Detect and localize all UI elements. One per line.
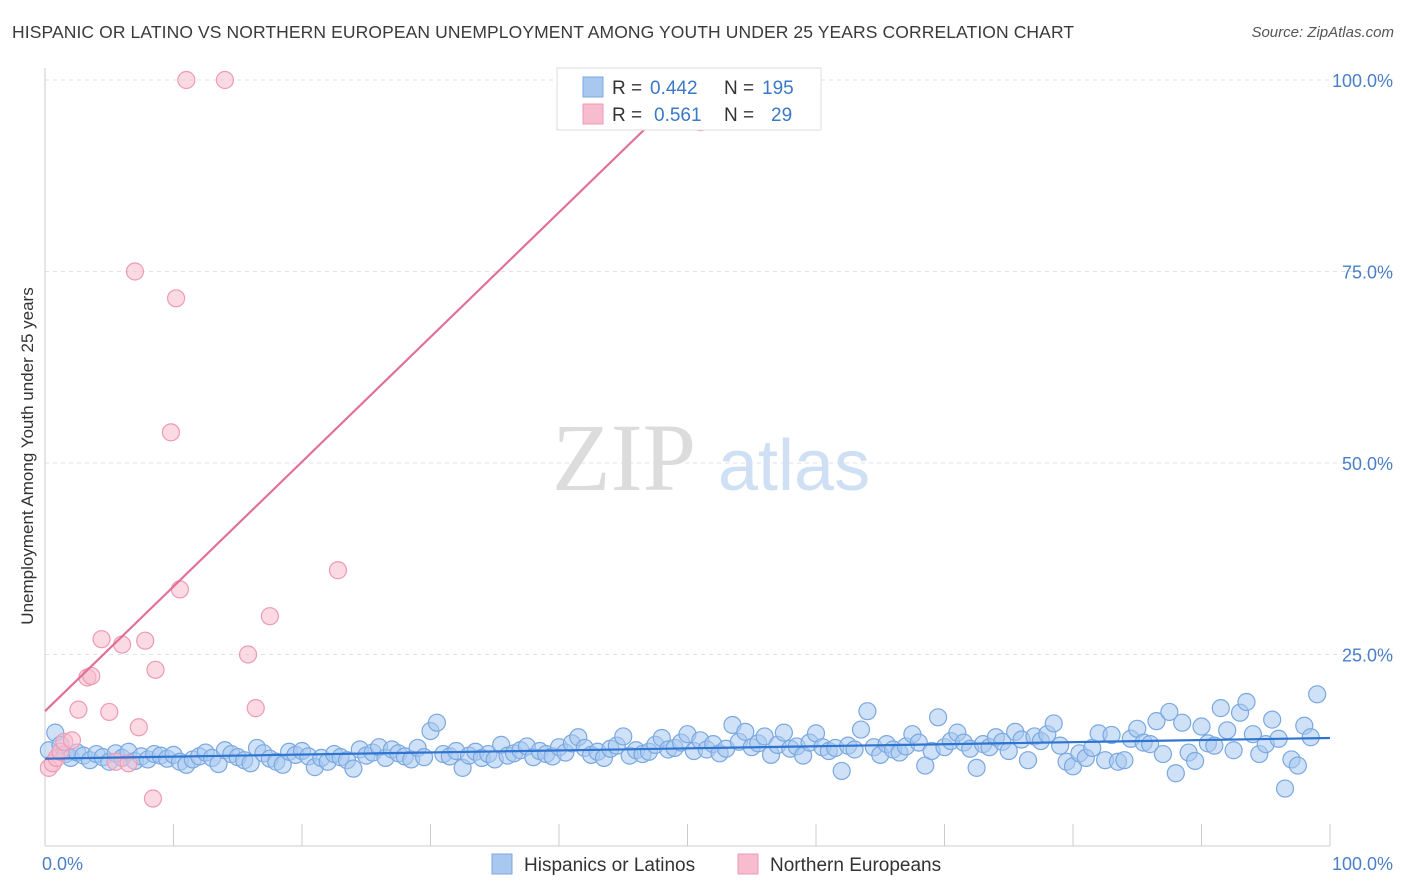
hispanics-point-173	[1147, 712, 1166, 731]
legend-swatch-blue	[582, 76, 604, 98]
hispanics-point-198	[1308, 685, 1327, 704]
northern-europeans-point-12	[112, 635, 132, 654]
legend-swatch-pink	[582, 103, 604, 125]
hispanics-point-139	[928, 708, 948, 727]
hispanics-point-128	[858, 702, 877, 721]
northern-europeans-point-13	[119, 754, 138, 773]
hispanics-point-61	[427, 713, 447, 732]
hispanics-point-175	[1160, 702, 1179, 722]
northern-europeans-point-16	[136, 631, 155, 650]
northern-europeans-point-21	[170, 580, 190, 599]
hispanics-point-136	[909, 733, 928, 752]
hispanics-point-183	[1211, 699, 1230, 718]
watermark: ZIP atlas	[552, 404, 870, 511]
bottom-legend-swatch-pink	[737, 853, 759, 875]
northern-europeans-point-26	[260, 607, 279, 626]
northern-europeans-point-5	[62, 731, 82, 750]
y-tick-label-3: 100.0%	[1332, 71, 1393, 91]
northern-europeans-point-25	[246, 699, 265, 718]
hispanics-point-182	[1205, 736, 1224, 755]
bottom-legend: Hispanics or Latinos Northern Europeans	[491, 853, 941, 876]
hispanics-point-59	[414, 748, 434, 767]
trend-lines	[44, 86, 1331, 760]
northern-europeans-point-27	[328, 561, 348, 580]
hispanics-trend-line	[44, 736, 1331, 760]
northern-europeans-point-23	[215, 70, 234, 90]
hispanics-point-153	[1018, 751, 1038, 770]
northern-europeans-point-22	[177, 70, 196, 90]
watermark-atlas: atlas	[718, 426, 870, 506]
y-tick-label-2: 75.0%	[1342, 263, 1393, 283]
y-tick-label-1: 50.0%	[1342, 454, 1393, 474]
northern-europeans-point-8	[82, 666, 101, 686]
legend-n-label-1: N =	[724, 105, 754, 126]
northern-europeans-point-20	[166, 289, 186, 308]
hispanics-point-193	[1275, 779, 1295, 798]
hispanics-point-90	[614, 727, 633, 746]
bottom-legend-hispanics: Hispanics or Latinos	[524, 855, 695, 876]
bottom-legend-swatch-blue	[491, 853, 513, 875]
source-label: Source: ZipAtlas.com	[1251, 24, 1394, 41]
northern-europeans-point-17	[143, 789, 163, 808]
hispanics-point-185	[1224, 741, 1243, 760]
hispanics-point-187	[1237, 692, 1256, 712]
axes	[44, 68, 1331, 847]
hispanics-point-48	[344, 759, 363, 778]
hispanics-point-157	[1044, 714, 1063, 733]
hispanics-point-174	[1153, 744, 1173, 764]
northern-europeans-point-10	[100, 702, 119, 722]
tick-labels: 25.0% 50.0% 75.0% 100.0% 0.0% 100.0%	[42, 71, 1393, 874]
legend-r-label-0: R =	[612, 78, 642, 99]
hispanics-point-195	[1288, 756, 1307, 775]
hispanics-point-126	[845, 740, 864, 759]
hispanics-point-177	[1173, 713, 1192, 732]
northern-europeans-point-18	[146, 660, 165, 679]
hispanics-point-127	[851, 720, 871, 739]
hispanics-point-166	[1102, 725, 1121, 745]
legend-n-value-1: 29	[771, 105, 792, 126]
hispanics-point-145	[967, 758, 986, 777]
northern-europeans-point-15	[129, 718, 148, 737]
hispanics-point-124	[832, 761, 851, 781]
y-tick-label-0: 25.0%	[1342, 646, 1393, 666]
hispanics-point-109	[736, 722, 755, 741]
northern-europeans-point-6	[69, 700, 88, 719]
chart-title: HISPANIC OR LATINO VS NORTHERN EUROPEAN …	[12, 22, 1075, 42]
northern-europeans-point-24	[238, 645, 258, 664]
hispanics-point-191	[1263, 710, 1282, 729]
northern-europeans-point-19	[161, 423, 181, 442]
hispanics-point-112	[755, 727, 774, 746]
northern-europeans-trend-line	[44, 86, 689, 712]
grid-lines	[45, 79, 1393, 655]
watermark-zip: ZIP	[552, 404, 696, 511]
legend: R = 0.442 N = 195 R = 0.561 N = 29	[556, 67, 822, 131]
x-tick-label-1: 100.0%	[1332, 854, 1393, 874]
hispanics-point-115	[774, 723, 793, 742]
legend-r-value-1: 0.561	[654, 105, 702, 126]
hispanics-point-168	[1115, 751, 1134, 770]
hispanics-point-179	[1185, 751, 1205, 771]
hispanics-point-180	[1192, 717, 1211, 736]
northern-europeans-point-14	[125, 262, 145, 281]
hispanics-point-184	[1218, 721, 1237, 740]
x-tick-label-0: 0.0%	[42, 854, 83, 874]
y-axis-label: Unemployment Among Youth under 25 years	[18, 287, 37, 624]
northern-europeans-point-9	[92, 630, 111, 649]
legend-n-label-0: N =	[724, 78, 754, 99]
legend-n-value-0: 195	[762, 78, 794, 99]
legend-r-value-0: 0.442	[650, 78, 698, 99]
legend-r-label-1: R =	[612, 105, 642, 126]
hispanics-point-158	[1051, 736, 1070, 755]
hispanics-point-176	[1166, 764, 1185, 783]
bottom-legend-northern-europeans: Northern Europeans	[770, 855, 941, 876]
